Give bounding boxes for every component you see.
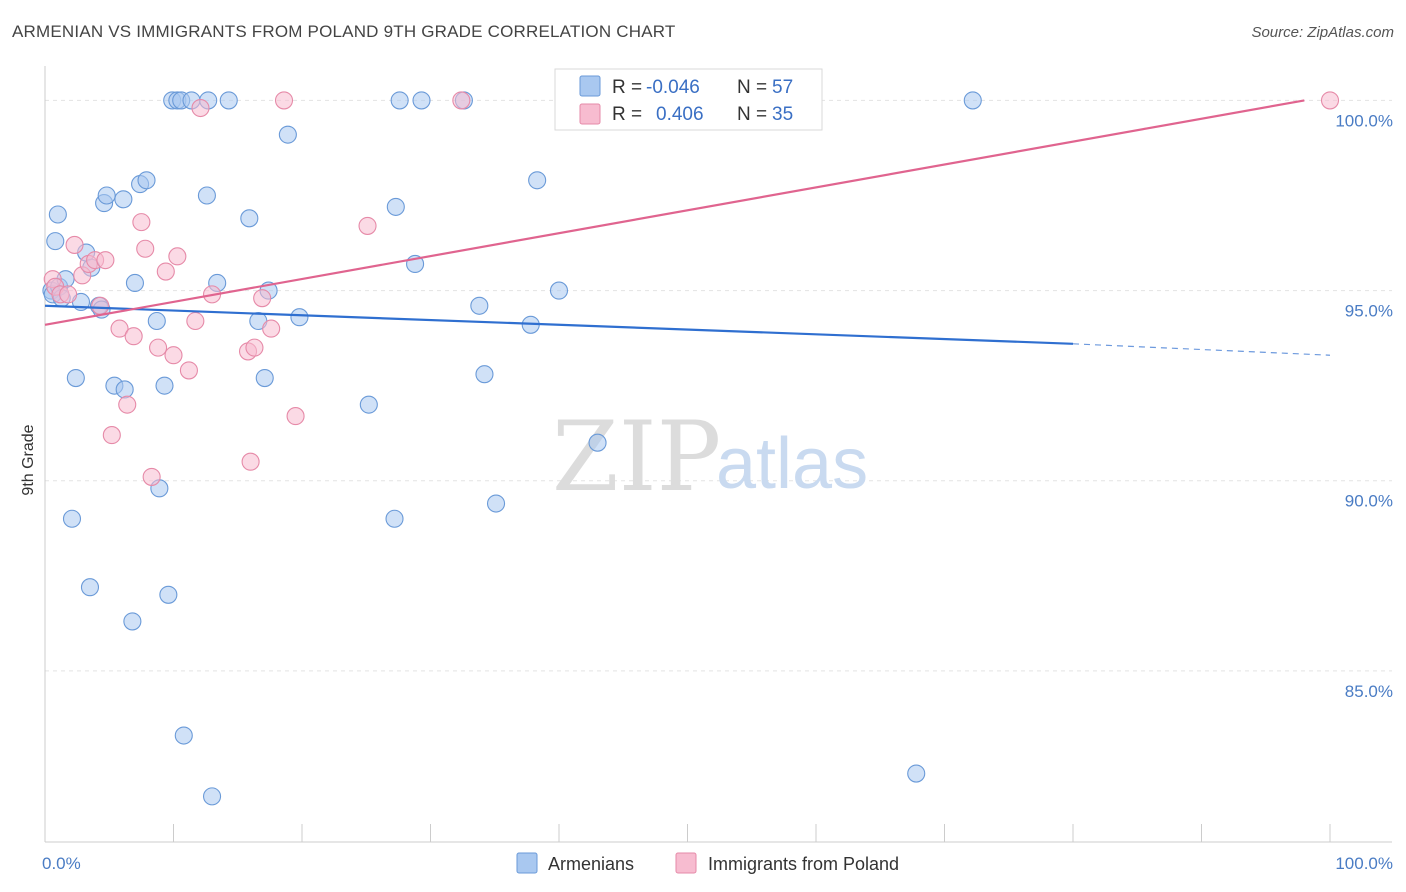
point-armenians xyxy=(155,376,174,395)
point-immigrants-poland xyxy=(59,285,78,304)
point-armenians xyxy=(385,509,404,528)
bottom-legend-swatch-armenians xyxy=(516,852,538,874)
point-immigrants-poland xyxy=(286,407,305,426)
point-armenians xyxy=(486,494,506,513)
y-tick-label: 95.0% xyxy=(1345,302,1393,321)
chart-source: Source: ZipAtlas.com xyxy=(1251,24,1394,41)
point-immigrants-poland xyxy=(274,91,294,110)
point-immigrants-poland xyxy=(136,239,155,258)
legend-r-value: -0.046 xyxy=(646,77,700,98)
point-immigrants-poland xyxy=(179,361,198,380)
point-immigrants-poland xyxy=(186,311,205,331)
legend-r-label: R = xyxy=(612,77,642,98)
point-immigrants-poland xyxy=(262,319,281,338)
legend-swatch-poland xyxy=(579,103,601,125)
legend-n-value: 57 xyxy=(772,77,793,98)
legend-n-value: 35 xyxy=(772,104,793,125)
x-tick-label: 100.0% xyxy=(1335,854,1393,873)
point-armenians xyxy=(470,296,489,315)
point-armenians xyxy=(240,209,259,228)
point-immigrants-poland xyxy=(102,426,121,445)
trend-line-armenians xyxy=(44,304,1074,345)
point-immigrants-poland xyxy=(164,346,183,365)
tick-labels: 100.0% 95.0% 90.0% 85.0% 0.0% 100.0% xyxy=(42,111,1393,873)
point-armenians xyxy=(290,308,309,327)
point-armenians xyxy=(62,509,82,528)
grid-lines xyxy=(45,99,1392,672)
point-armenians xyxy=(159,585,178,604)
axes xyxy=(44,66,1392,843)
point-armenians xyxy=(80,578,100,597)
point-armenians xyxy=(115,380,134,399)
watermark: ZIP atlas xyxy=(552,401,868,513)
point-armenians xyxy=(125,273,144,293)
chart-title: ARMENIAN VS IMMIGRANTS FROM POLAND 9TH G… xyxy=(12,22,676,41)
point-immigrants-poland xyxy=(132,213,151,232)
point-armenians xyxy=(203,787,222,806)
point-armenians xyxy=(66,368,85,388)
point-armenians xyxy=(48,205,67,224)
point-armenians xyxy=(390,91,409,110)
point-immigrants-poland xyxy=(124,327,143,346)
y-tick-label: 90.0% xyxy=(1345,492,1393,511)
point-immigrants-poland xyxy=(149,338,168,357)
point-armenians xyxy=(46,232,65,251)
x-tick-label: 0.0% xyxy=(42,854,81,873)
point-armenians xyxy=(359,395,378,414)
legend-r-value: 0.406 xyxy=(656,104,704,125)
point-armenians xyxy=(278,125,297,144)
bottom-legend-label-armenians: Armenians xyxy=(548,854,634,874)
point-armenians xyxy=(123,612,142,631)
bottom-legend: Armenians Immigrants from Poland xyxy=(516,852,899,874)
point-immigrants-poland xyxy=(156,262,175,281)
point-immigrants-poland xyxy=(168,247,187,266)
trend-line-immigrants-poland xyxy=(44,99,1305,326)
point-immigrants-poland xyxy=(253,289,272,308)
y-tick-label: 85.0% xyxy=(1345,682,1393,701)
point-armenians xyxy=(549,281,569,300)
legend-n-label: N = xyxy=(737,104,767,125)
point-armenians xyxy=(963,91,982,110)
point-armenians xyxy=(137,171,156,190)
point-armenians xyxy=(174,726,193,745)
point-armenians xyxy=(412,91,431,110)
legend-box: R = -0.046 N = 57 R = 0.406 N = 35 xyxy=(554,68,823,131)
point-armenians xyxy=(907,764,926,783)
point-armenians xyxy=(197,186,216,205)
point-immigrants-poland xyxy=(142,467,161,486)
point-immigrants-poland xyxy=(110,319,129,338)
point-immigrants-poland xyxy=(358,216,377,235)
point-armenians xyxy=(97,186,116,205)
point-armenians xyxy=(386,197,405,216)
point-immigrants-poland xyxy=(245,338,264,357)
y-tick-label: 100.0% xyxy=(1335,111,1393,130)
watermark-atlas: atlas xyxy=(716,424,868,504)
point-immigrants-poland xyxy=(191,98,210,118)
point-armenians xyxy=(147,311,166,331)
legend-r-label: R = xyxy=(612,104,642,125)
point-immigrants-poland xyxy=(96,251,115,270)
point-armenians xyxy=(219,91,238,110)
y-axis-label: 9th Grade xyxy=(20,424,37,495)
point-armenians xyxy=(528,171,547,190)
watermark-zip: ZIP xyxy=(552,401,721,513)
point-armenians xyxy=(588,433,607,452)
data-points xyxy=(42,91,1340,806)
point-immigrants-poland xyxy=(452,91,471,110)
point-armenians xyxy=(475,365,494,384)
point-armenians xyxy=(114,190,133,209)
legend-swatch-armenians xyxy=(579,75,601,97)
point-immigrants-poland xyxy=(241,452,260,471)
trend-lines xyxy=(44,99,1331,356)
point-immigrants-poland xyxy=(1320,91,1340,110)
trend-line-armenians-extension xyxy=(1072,343,1331,356)
point-armenians xyxy=(255,368,274,388)
point-immigrants-poland xyxy=(118,395,137,414)
legend-n-label: N = xyxy=(737,77,767,98)
point-immigrants-poland xyxy=(65,235,84,254)
bottom-legend-label-poland: Immigrants from Poland xyxy=(708,854,899,874)
point-immigrants-poland xyxy=(91,296,110,315)
bottom-legend-swatch-poland xyxy=(675,852,697,874)
